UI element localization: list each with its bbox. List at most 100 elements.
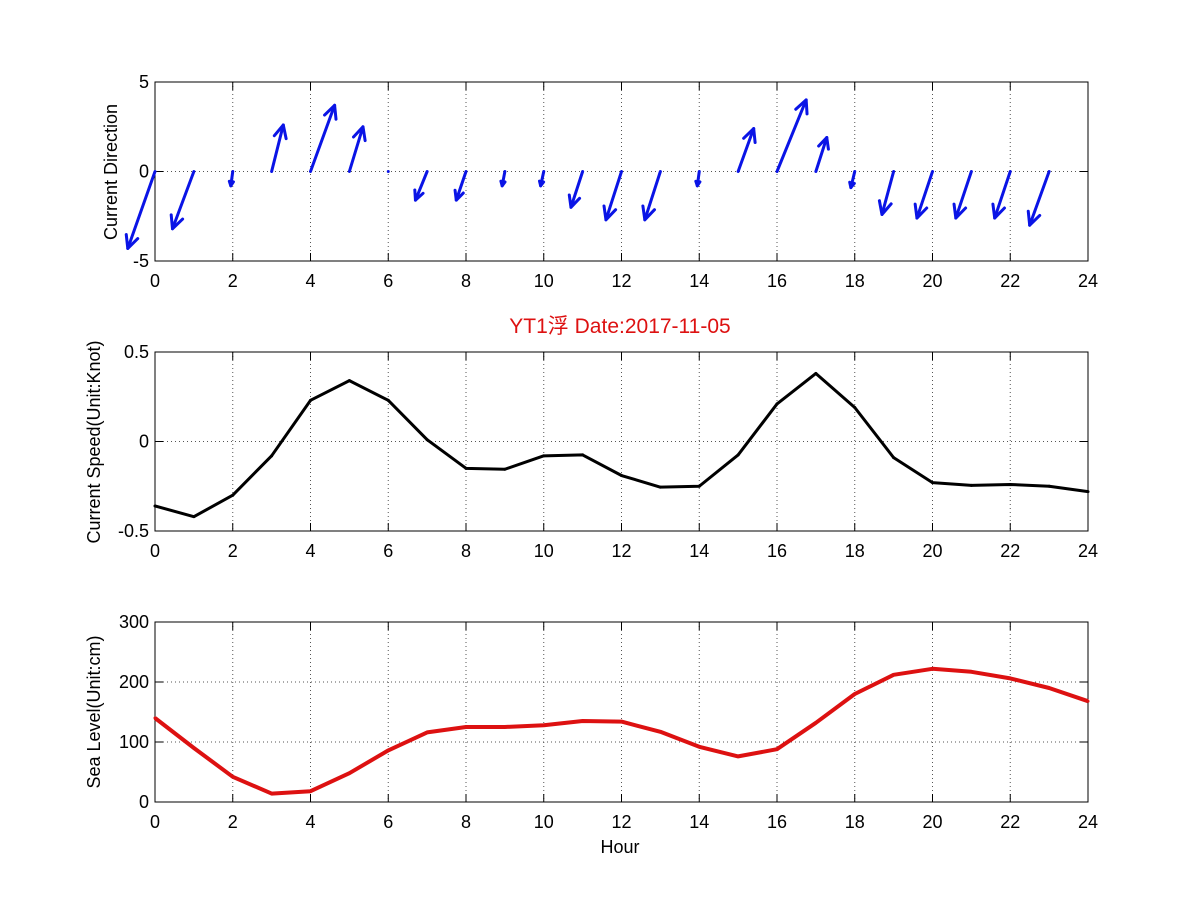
sea-level-point (1008, 676, 1012, 680)
x-tick-label: 22 (1000, 812, 1020, 832)
direction-arrow (1026, 170, 1051, 227)
x-tick-label: 14 (689, 541, 709, 561)
sea-level-point (153, 716, 157, 720)
speed-point (192, 515, 196, 519)
direction-arrow (991, 170, 1012, 220)
sea-level-point (736, 754, 740, 758)
sea-level-point (309, 789, 312, 793)
x-tick-label: 8 (461, 271, 471, 291)
sea-level-point (775, 747, 779, 751)
x-tick-label: 0 (150, 271, 160, 291)
arrow-shaft (126, 170, 157, 250)
direction-arrow (848, 170, 857, 190)
x-tick-label: 2 (228, 541, 238, 561)
x-tick-label: 12 (611, 271, 631, 291)
arrow-shaft (775, 98, 808, 173)
x-tick-label: 4 (305, 271, 315, 291)
x-tick-label: 16 (767, 271, 787, 291)
sea-level-point (386, 748, 390, 752)
arrow-shaft (915, 170, 934, 220)
arrow-head (323, 103, 338, 121)
speed-point (270, 454, 274, 458)
y-tick-label: 200 (119, 672, 149, 692)
sea-level-point (658, 730, 662, 734)
y-tick-label: 0.5 (124, 342, 149, 362)
speed-point (736, 453, 740, 457)
arrow-head (848, 180, 856, 190)
arrow-head (1026, 209, 1042, 227)
sea-level-point (503, 725, 507, 729)
direction-arrow (694, 170, 702, 188)
x-tick-label: 10 (534, 812, 554, 832)
x-tick-label: 20 (922, 271, 942, 291)
x-tick-label: 6 (383, 812, 393, 832)
x-tick-label: 6 (383, 541, 393, 561)
arrow-head (641, 204, 656, 222)
x-tick-label: 18 (845, 812, 865, 832)
speed-point (620, 474, 623, 478)
sea-level-point (697, 745, 701, 749)
x-tick-label: 12 (611, 541, 631, 561)
current-speed-plot: 0 2 4 6 8 10 12 14 16 18 20 22 24-0.500.5 (118, 342, 1098, 561)
current-direction-plot: 0 2 4 6 8 10 12 14 16 18 20 22 24-505 (124, 72, 1098, 291)
x-tick-label: 20 (922, 812, 942, 832)
sea-level-axis-label: Sea Level(Unit:cm) (84, 635, 104, 788)
x-tick-label: 6 (383, 271, 393, 291)
arrow-shaft (569, 170, 585, 209)
arrow-shaft (170, 170, 196, 231)
arrow-shaft (993, 170, 1012, 220)
speed-point (503, 467, 507, 471)
arrow-shaft (604, 170, 623, 222)
speed-line (154, 371, 1089, 519)
speed-point (464, 466, 468, 470)
sea-level-point (347, 771, 351, 775)
x-tick-label: 20 (922, 541, 942, 561)
x-tick-label: 24 (1078, 541, 1098, 561)
hour-axis-label: Hour (600, 837, 639, 857)
arrow-shaft (736, 127, 756, 173)
arrow-head (124, 233, 140, 250)
speed-point (153, 504, 157, 508)
arrow-head (538, 179, 546, 188)
x-tick-label: 0 (150, 541, 160, 561)
direction-arrow (538, 170, 546, 188)
speed-point (1086, 490, 1090, 494)
speed-point (853, 405, 857, 409)
arrow-shaft (454, 170, 468, 202)
direction-arrow (877, 170, 896, 216)
speed-point (814, 371, 818, 375)
speed-point (386, 398, 390, 402)
sea-level-point (814, 721, 818, 725)
direction-arrow (309, 103, 338, 173)
speed-point (1008, 482, 1012, 486)
direction-arrow (169, 170, 196, 231)
x-tick-label: 0 (150, 812, 160, 832)
arrow-shaft (1028, 170, 1051, 227)
sea-level-point (270, 792, 274, 796)
direction-arrow (227, 170, 235, 188)
speed-point (1047, 484, 1051, 488)
speed-point (347, 379, 351, 383)
direction-arrow (602, 170, 623, 222)
sea-level-point (853, 692, 857, 696)
x-tick-label: 10 (534, 541, 554, 561)
y-tick-label: -5 (133, 251, 149, 271)
speed-point (425, 438, 429, 442)
sea-level-point (231, 775, 235, 779)
sea-level-point (931, 667, 934, 671)
sea-level-point (620, 720, 623, 724)
x-tick-label: 10 (534, 271, 554, 291)
arrow-shaft (270, 123, 285, 173)
direction-axis-label: Current Direction (101, 104, 121, 240)
x-tick-label: 2 (228, 271, 238, 291)
arrow-head (694, 179, 702, 188)
arrow-head (499, 179, 507, 188)
y-tick-label: 0 (139, 432, 149, 452)
speed-point (309, 398, 312, 402)
arrow-head (817, 135, 830, 151)
arrow-shaft (413, 170, 429, 202)
speed-point (542, 454, 546, 458)
chart-title: YT1浮 Date:2017-11-05 (509, 315, 730, 338)
x-tick-label: 18 (845, 271, 865, 291)
